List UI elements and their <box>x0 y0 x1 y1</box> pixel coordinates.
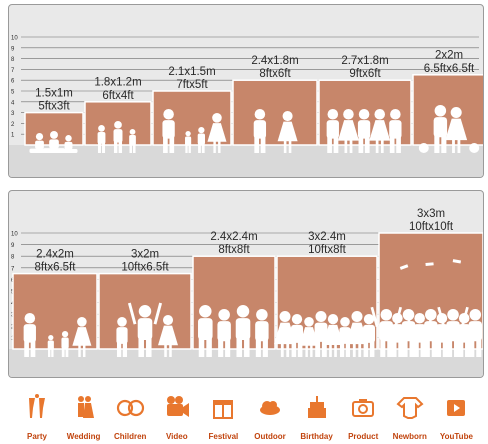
backdrop-bar <box>232 79 318 146</box>
baby-faces-icon <box>117 399 145 417</box>
backdrop-bar <box>412 74 483 146</box>
size-imperial-label: 10ftx8ft <box>308 244 347 256</box>
wedding-couple-silhouette <box>253 109 298 153</box>
floor-strip <box>9 145 483 177</box>
category-label: YouTube <box>439 432 473 441</box>
size-metric-label: 3x2m <box>131 248 159 260</box>
camera-icon <box>352 399 375 417</box>
crowd-silhouette <box>274 311 376 357</box>
bride-groom-icon <box>77 396 94 418</box>
category-festival: Festival <box>200 392 246 442</box>
category-label: Children <box>113 432 147 441</box>
scale-tick-label: 8 <box>11 57 15 63</box>
size-imperial-label: 6.5ftx6.5ft <box>424 63 475 75</box>
size-imperial-label: 8ftx6.5ft <box>35 262 77 274</box>
size-imperial-label: 9ftx6ft <box>349 68 381 80</box>
size-chart-top-svg: 123456789101.5x1m5ftx3ft1.8x1.2m6ftx4ft2… <box>9 36 483 177</box>
play-button-icon <box>447 400 466 416</box>
category-label: Party <box>26 432 47 441</box>
size-metric-label: 2.4x2.4m <box>210 231 257 243</box>
family-lift-child-silhouette <box>116 302 178 357</box>
scale-tick-label: 10 <box>11 36 18 42</box>
size-imperial-label: 7ftx5ft <box>176 79 208 91</box>
size-metric-label: 2.7x1.8m <box>341 55 388 67</box>
scale-tick-label: 4 <box>11 100 15 106</box>
category-icons-row: Party Wedding Children Video Festival Outdoor… <box>14 392 480 442</box>
scale-tick-label: 7 <box>11 266 15 272</box>
cloud-icon <box>260 401 280 415</box>
family-silhouette <box>23 313 92 357</box>
category-label: Product <box>348 432 379 441</box>
scale-tick-label: 3 <box>11 111 15 117</box>
size-imperial-label: 6ftx4ft <box>102 90 134 102</box>
scale-tick-label: 9 <box>11 46 15 52</box>
category-label: Outdoor <box>254 432 286 441</box>
champagne-glasses-icon <box>29 394 45 418</box>
size-metric-label: 3x3m <box>417 208 445 220</box>
category-video: Video <box>154 392 200 442</box>
scale-tick-label: 2 <box>11 122 15 128</box>
backdrop-size-1.5x1m: 1.5x1m 5ftx3ft <box>24 87 84 153</box>
bridesmaids-silhouette <box>326 109 402 153</box>
size-imperial-label: 8ftx6ft <box>259 68 291 80</box>
size-metric-label: 1.5x1m <box>35 87 73 99</box>
category-newborn: Newborn <box>387 392 433 442</box>
category-label: Wedding <box>66 432 101 441</box>
category-outdoor: Outdoor <box>247 392 293 442</box>
video-camera-icon <box>166 396 189 417</box>
size-metric-label: 2.4x1.8m <box>251 55 298 67</box>
graduation-crowd-silhouette <box>370 259 483 357</box>
size-metric-label: 2.1x1.5m <box>168 66 215 78</box>
size-metric-label: 2.4x2m <box>36 248 74 260</box>
size-imperial-label: 10ftx6.5ft <box>121 262 169 274</box>
children-reading-silhouette <box>29 131 78 153</box>
scale-tick-label: 8 <box>11 255 15 261</box>
birthday-cake-icon <box>307 396 326 418</box>
scale-tick-label: 5 <box>11 90 15 96</box>
size-chart-bottom-svg: 123456789102.4x2m8ftx6.5ft3x2m10ftx6.5ft… <box>9 208 483 377</box>
scale-tick-label: 6 <box>11 79 15 85</box>
category-label: Festival <box>208 432 239 441</box>
scale-tick-label: 10 <box>11 232 18 238</box>
category-birthday: Birthday <box>294 392 340 442</box>
scale-tick-label: 7 <box>11 68 15 74</box>
group-silhouette <box>198 305 269 357</box>
couple-with-dog-silhouette <box>418 105 480 153</box>
size-imperial-label: 8ftx8ft <box>218 244 250 256</box>
category-label: Video <box>165 432 188 441</box>
category-label: Newborn <box>392 432 427 441</box>
category-wedding: Wedding <box>61 392 107 442</box>
size-chart-bottom: 123456789102.4x2m8ftx6.5ft3x2m10ftx6.5ft… <box>8 190 484 378</box>
category-youtube: YouTube <box>433 392 479 442</box>
gift-box-icon <box>213 400 234 419</box>
category-children: Children <box>107 392 153 442</box>
running-kids-silhouette <box>97 121 136 153</box>
baby-onesie-icon <box>396 397 424 419</box>
backdrop-size-3x2m: 3x2m 10ftx6.5ft <box>98 248 192 357</box>
scale-tick-label: 9 <box>11 243 15 249</box>
size-chart-top: 1 2 3 4 5 6 7 8 9 10 1.5x1m 5ftx3ft 1.8x1.2m 6ftx4ft 2… <box>8 4 484 178</box>
category-product: Product <box>340 392 386 442</box>
size-imperial-label: 5ftx3ft <box>38 101 70 113</box>
category-label: Birthday <box>300 432 333 441</box>
category-party: Party <box>14 392 60 442</box>
family-silhouette <box>162 109 227 153</box>
size-metric-label: 3x2.4m <box>308 231 346 243</box>
size-metric-label: 2x2m <box>435 50 463 62</box>
backdrop-size-2.4x2m: 2.4x2m 8ftx6.5ft <box>12 248 98 357</box>
scale-tick-label: 1 <box>11 133 15 139</box>
size-metric-label: 1.8x1.2m <box>94 77 141 89</box>
size-imperial-label: 10ftx10ft <box>409 221 454 233</box>
